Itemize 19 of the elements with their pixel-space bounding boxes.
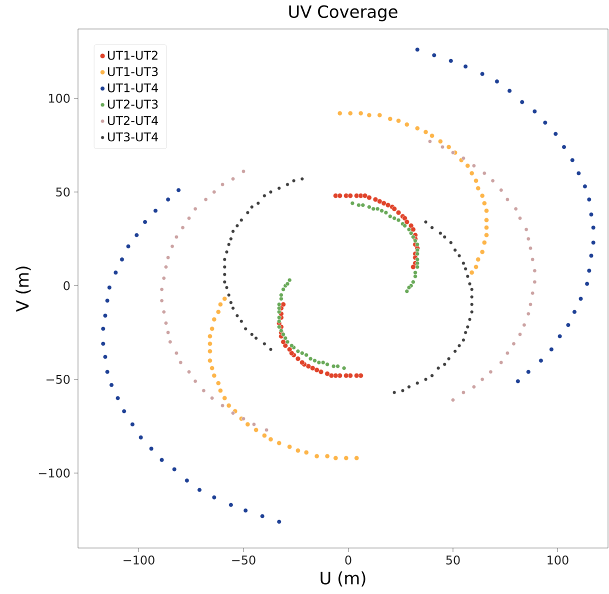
legend-label: UT2-UT3 [108, 100, 158, 109]
legend-label: UT3-UT4 [108, 132, 158, 142]
y-tick-label: 100 [48, 94, 70, 103]
y-tick-label: 0 [64, 281, 70, 290]
x-tick-label: 0 [345, 556, 352, 565]
x-tick-label: −50 [232, 556, 256, 565]
legend-label: UT1-UT4 [108, 83, 158, 92]
legend-label: UT1-UT3 [108, 67, 158, 76]
x-tick-label: −100 [124, 556, 154, 565]
y-tick-label: 50 [56, 187, 70, 197]
legend-label: UT2-UT4 [108, 116, 158, 126]
x-tick-label: 100 [548, 556, 568, 565]
x-tick-label: 50 [446, 556, 460, 565]
y-tick-label: −50 [46, 374, 70, 384]
y-tick-label: −100 [38, 468, 70, 478]
y-axis-title: V (m) [16, 266, 31, 312]
chart-title: UV Coverage [289, 5, 398, 22]
legend-label: UT1-UT2 [108, 50, 158, 60]
x-axis-title: U (m) [320, 571, 366, 586]
